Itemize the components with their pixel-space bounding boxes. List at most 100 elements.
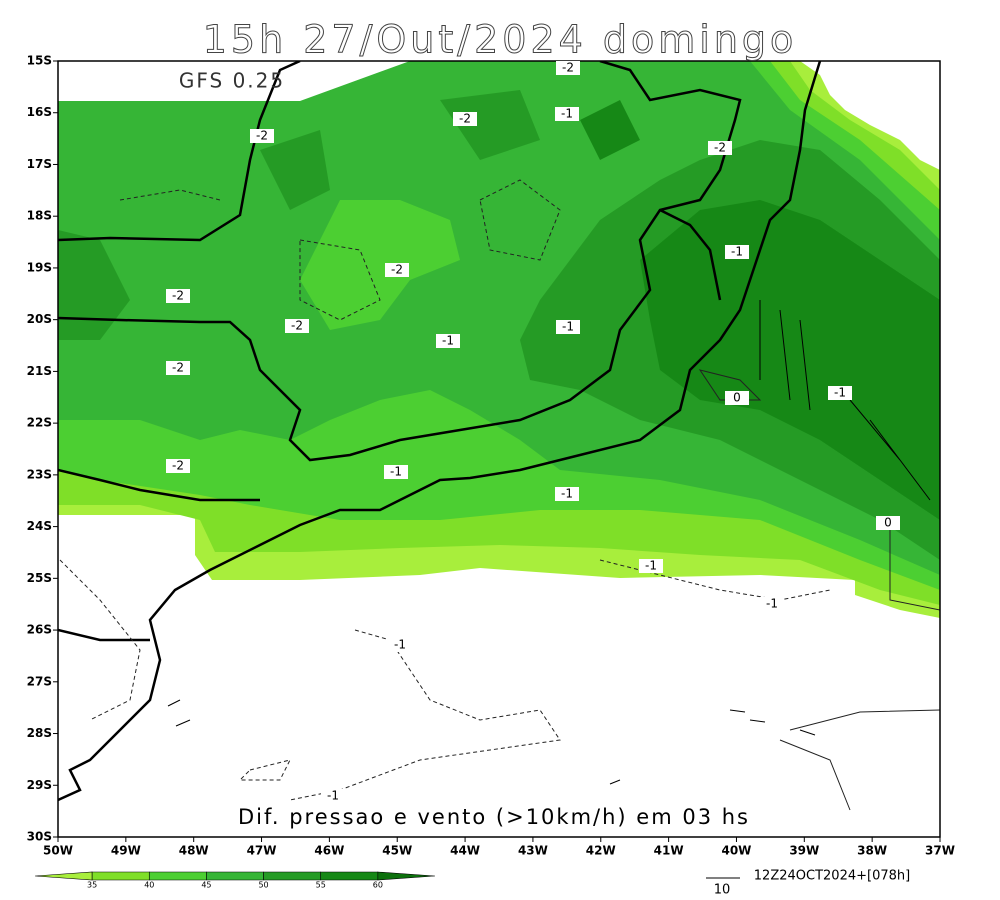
plot-frame xyxy=(57,60,941,838)
contour-label: -2 xyxy=(562,61,574,75)
contour-label-box xyxy=(453,112,477,126)
lat-label: 17S xyxy=(27,157,52,171)
lat-label: 19S xyxy=(27,260,52,274)
contour-label: -1 xyxy=(561,487,573,501)
contour-label: -1 xyxy=(645,559,657,573)
contour-labels: -2 -2 -1 -2 -2 -1 -2 -2 -2 -1 -1 -2 0 -1 -2 -1 -1 0 -1 -1 -1… xyxy=(166,61,900,803)
contour-label-box xyxy=(708,141,732,155)
caption: Dif. pressao e vento (>10km/h) em 03 hs xyxy=(238,805,750,829)
lat-label: 26S xyxy=(27,623,52,637)
lat-label: 22S xyxy=(27,416,52,430)
lat-label: 20S xyxy=(27,312,52,326)
contour-label-box xyxy=(285,319,309,333)
model-name: GFS 0.25 xyxy=(179,69,285,93)
lat-label: 23S xyxy=(27,467,52,481)
colorbar-segment xyxy=(34,871,93,881)
title: 15h 27/Out/2024 domingo xyxy=(203,18,798,62)
lon-label: 49W xyxy=(111,844,141,858)
contour-label-box xyxy=(555,487,579,501)
contour-label: 0 xyxy=(884,516,892,530)
contour-label-box xyxy=(556,320,580,334)
colorbar: 35 40 45 50 55 60 xyxy=(34,871,436,890)
contour-label: -1 xyxy=(327,789,339,803)
contour-label-box xyxy=(250,129,274,143)
colorbar-label: 60 xyxy=(373,881,383,890)
lat-label: 30S xyxy=(27,830,52,844)
vector-scale: 10 xyxy=(714,883,731,898)
lon-label: 41W xyxy=(654,844,684,858)
contour-label: -2 xyxy=(256,129,268,143)
lon-label: 38W xyxy=(857,844,887,858)
lon-label: 43W xyxy=(518,844,548,858)
contour-solid xyxy=(698,369,940,811)
contour-label: -1 xyxy=(390,465,402,479)
lat-label: 21S xyxy=(27,364,52,378)
colorbar-segment xyxy=(320,871,379,881)
contour-label-box xyxy=(555,107,579,121)
wind-vectors xyxy=(167,300,931,785)
contour-label: -2 xyxy=(459,112,471,126)
lon-label: 39W xyxy=(789,844,819,858)
colorbar-label: 35 xyxy=(87,881,97,890)
lon-label: 40W xyxy=(721,844,751,858)
coastline xyxy=(58,61,822,802)
vector xyxy=(167,300,931,785)
colorbar-segment xyxy=(148,871,207,881)
contour-label-box xyxy=(760,597,784,611)
lon-label: 48W xyxy=(179,844,209,858)
contour-label: -1 xyxy=(834,386,846,400)
contour-label: -1 xyxy=(561,107,573,121)
pressure-contours xyxy=(59,179,940,811)
contour-label-box xyxy=(166,459,190,473)
axes: 15S 16S 17S 18S 19S 20S 21S 22S 23S 24S 25S 26S 27S 2… xyxy=(27,54,955,858)
lat-label: 15S xyxy=(27,54,52,68)
contour-label: -1 xyxy=(562,320,574,334)
contour-label: -1 xyxy=(442,334,454,348)
contour-label: 0 xyxy=(733,391,741,405)
colorbar-segment xyxy=(263,871,322,881)
lat-label: 25S xyxy=(27,571,52,585)
run-info: 12Z24OCT2024+[078h] xyxy=(754,869,910,884)
contour-label-box xyxy=(639,559,663,573)
contour-label-box xyxy=(725,245,749,259)
shaded-field xyxy=(58,61,940,618)
lon-label: 50W xyxy=(43,844,73,858)
contour xyxy=(59,179,831,801)
colorbar-label: 45 xyxy=(201,881,211,890)
lon-label: 44W xyxy=(450,844,480,858)
colorbar-label: 55 xyxy=(316,881,326,890)
lon-label: 37W xyxy=(925,844,955,858)
contour-label: -1 xyxy=(766,597,778,611)
contour-label: -2 xyxy=(172,289,184,303)
contour-label-box xyxy=(166,361,190,375)
contour-label-box xyxy=(556,61,580,75)
state-border xyxy=(58,61,742,642)
colorbar-segment xyxy=(91,871,150,881)
colorbar-segment xyxy=(206,871,264,881)
lon-label: 47W xyxy=(247,844,277,858)
colorbar-label: 40 xyxy=(144,881,154,890)
colorbar-label: 50 xyxy=(258,881,268,890)
lat-label: 27S xyxy=(27,674,52,688)
contour-label: -1 xyxy=(731,245,743,259)
contour-label: -2 xyxy=(391,263,403,277)
colorbar-segment xyxy=(377,871,436,881)
contour-label-box xyxy=(876,516,900,530)
lon-label: 45W xyxy=(382,844,412,858)
contour-label: -2 xyxy=(714,141,726,155)
contour-label: -2 xyxy=(291,319,303,333)
contour-label-box xyxy=(385,263,409,277)
lon-label: 46W xyxy=(314,844,344,858)
lon-label: 42W xyxy=(586,844,616,858)
contour-label: -2 xyxy=(172,459,184,473)
contour-label: -1 xyxy=(394,638,406,652)
contour-label-box xyxy=(388,638,412,652)
lat-label: 29S xyxy=(27,778,52,792)
lat-label: 18S xyxy=(27,209,52,223)
borders xyxy=(58,61,822,802)
lat-label: 28S xyxy=(27,726,52,740)
contour-label-box xyxy=(725,391,749,405)
contour-label-box xyxy=(384,465,408,479)
contour-label-box xyxy=(321,789,345,803)
